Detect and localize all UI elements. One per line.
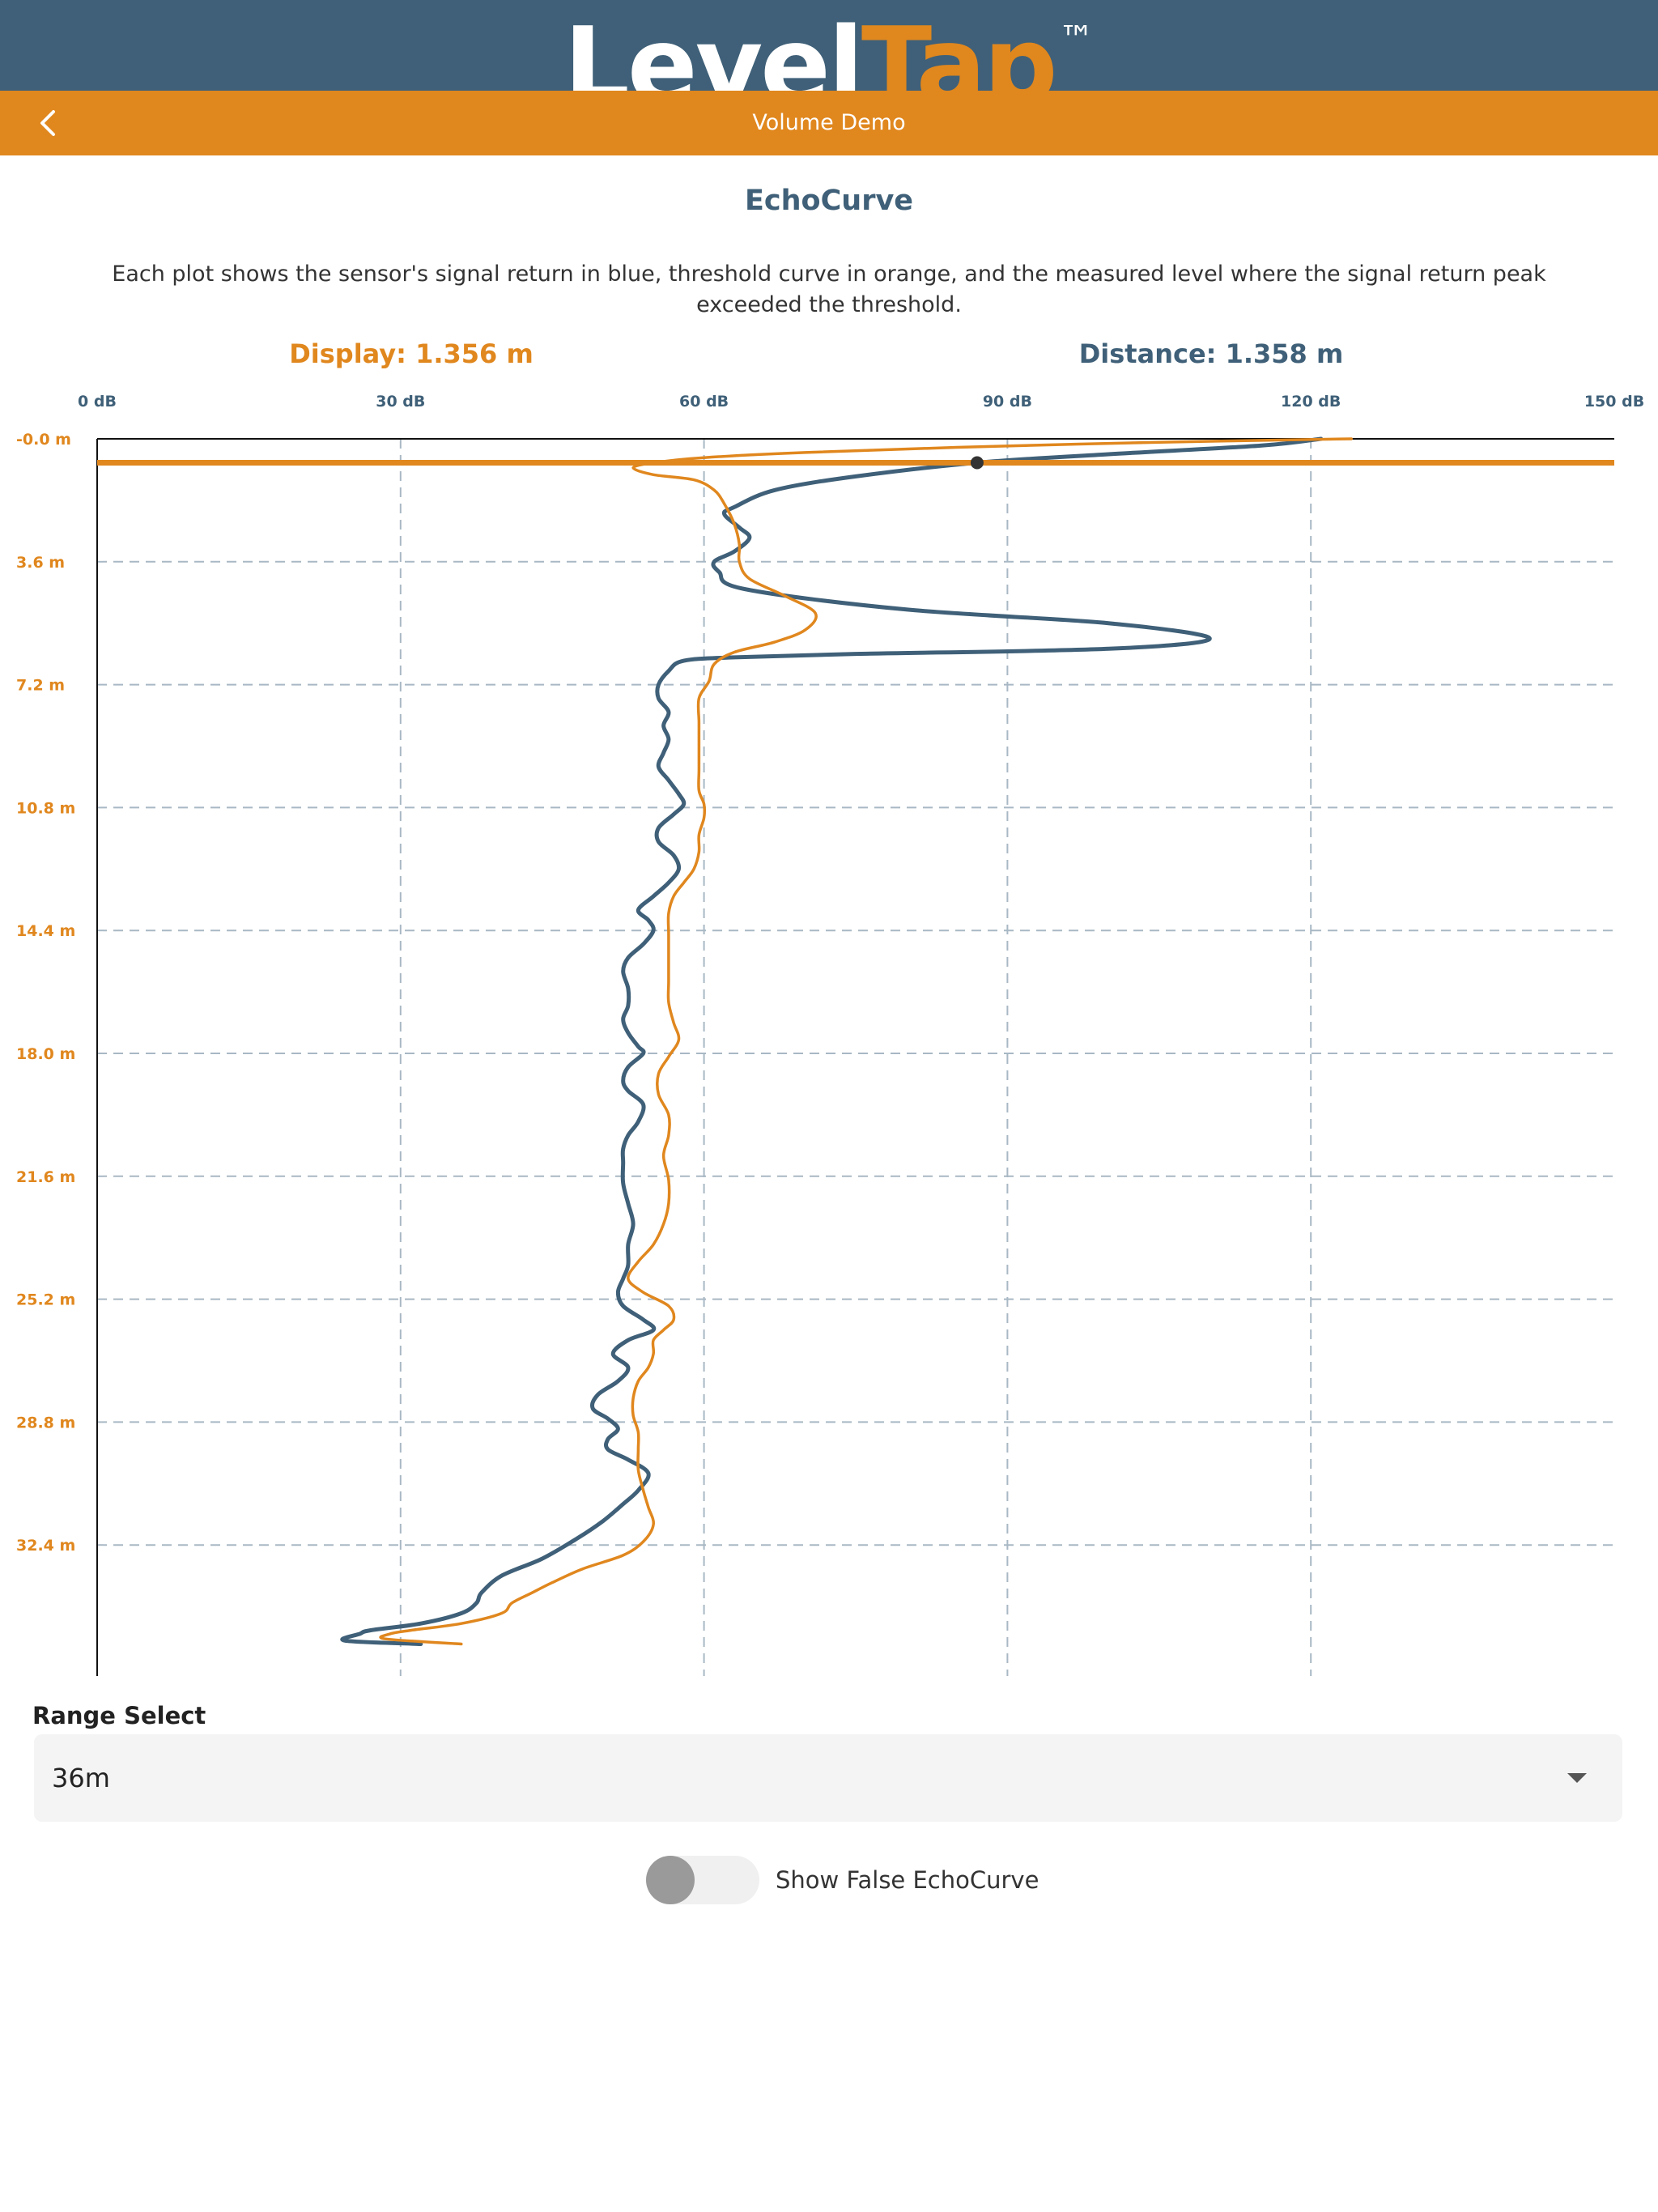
display-readout: Display: 1.356 m (289, 338, 534, 369)
page-title: EchoCurve (744, 185, 914, 217)
echo-curve-chart: 0 dB 30 dB 60 dB 90 dB 120 dB 150 dB -0.0 m 3.6… (16, 393, 1644, 1676)
toggle-label: Show False EchoCurve (776, 1866, 1039, 1894)
y-tick-label: 32.4 m (16, 1537, 75, 1555)
back-button[interactable] (24, 99, 73, 147)
y-tick-label: 10.8 m (16, 799, 75, 817)
logo-text-tap: Tap (861, 6, 1058, 91)
dropdown-arrow-icon (1567, 1773, 1587, 1783)
threshold-line (379, 437, 1353, 1646)
y-tick-label: 21.6 m (16, 1168, 75, 1186)
x-tick-label: 150 dB (1584, 393, 1644, 410)
level-marker-point (970, 456, 984, 470)
range-select-dropdown[interactable]: 36m (34, 1734, 1622, 1822)
y-tick-label: 3.6 m (16, 554, 65, 572)
y-tick-label: 28.8 m (16, 1414, 75, 1431)
range-select-value: 36m (52, 1763, 110, 1793)
logo-text-level: Level (563, 6, 863, 91)
y-tick-label: 25.2 m (16, 1291, 75, 1309)
nav-title: Volume Demo (752, 110, 906, 135)
y-tick-label: 7.2 m (16, 677, 65, 695)
distance-readout: Distance: 1.358 m (1078, 338, 1344, 369)
leveltap-logo: LevelTap™ (0, 0, 1658, 91)
y-tick-label: 14.4 m (16, 922, 75, 940)
toggle-knob (646, 1856, 695, 1904)
x-tick-label: 0 dB (78, 393, 117, 410)
signal-return-line (340, 436, 1324, 1646)
range-select-label: Range Select (32, 1702, 206, 1729)
nav-bar: Volume Demo (0, 91, 1658, 155)
chart-description: Each plot shows the sensor's signal retu… (112, 262, 1546, 317)
y-tick-label: -0.0 m (16, 431, 71, 449)
brand-header: LevelTap™ (0, 0, 1658, 91)
logo-trademark: ™ (1058, 19, 1095, 60)
y-tick-label: 18.0 m (16, 1045, 75, 1063)
chevron-left-icon (40, 110, 55, 136)
x-tick-label: 90 dB (983, 393, 1032, 410)
x-tick-label: 30 dB (376, 393, 425, 410)
false-echocurve-toggle[interactable] (646, 1856, 759, 1904)
x-tick-label: 120 dB (1281, 393, 1341, 410)
x-tick-label: 60 dB (679, 393, 729, 410)
